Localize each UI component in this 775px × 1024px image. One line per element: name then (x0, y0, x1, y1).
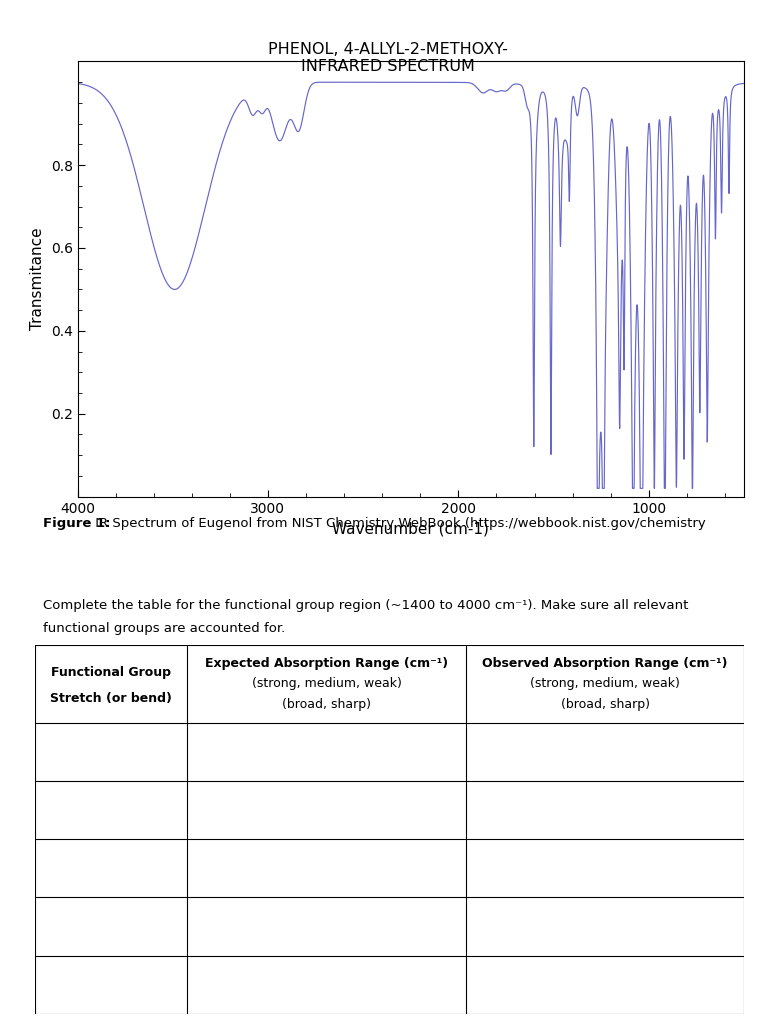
Text: (strong, medium, weak): (strong, medium, weak) (252, 677, 401, 690)
Text: PHENOL, 4-ALLYL-2-METHOXY-: PHENOL, 4-ALLYL-2-METHOXY- (267, 42, 508, 56)
Text: Functional Group: Functional Group (51, 667, 171, 679)
Text: functional groups are accounted for.: functional groups are accounted for. (43, 622, 285, 635)
Text: (strong, medium, weak): (strong, medium, weak) (530, 677, 680, 690)
Text: (broad, sharp): (broad, sharp) (282, 697, 371, 711)
Text: Observed Absorption Range (cm⁻¹): Observed Absorption Range (cm⁻¹) (482, 657, 728, 670)
Text: Expected Absorption Range (cm⁻¹): Expected Absorption Range (cm⁻¹) (205, 657, 448, 670)
Text: IR Spectrum of Eugenol from NIST Chemistry WebBook (https://webbook.nist.gov/che: IR Spectrum of Eugenol from NIST Chemist… (91, 517, 705, 530)
Text: (broad, sharp): (broad, sharp) (560, 697, 649, 711)
Text: Stretch (or bend): Stretch (or bend) (50, 692, 172, 706)
Text: INFRARED SPECTRUM: INFRARED SPECTRUM (301, 59, 474, 74)
Y-axis label: Transmitance: Transmitance (30, 227, 45, 331)
Text: Complete the table for the functional group region (~1400 to 4000 cm⁻¹). Make su: Complete the table for the functional gr… (43, 599, 688, 612)
X-axis label: Wavenumber (cm-1): Wavenumber (cm-1) (332, 521, 489, 536)
Text: Figure 1:: Figure 1: (43, 517, 110, 530)
